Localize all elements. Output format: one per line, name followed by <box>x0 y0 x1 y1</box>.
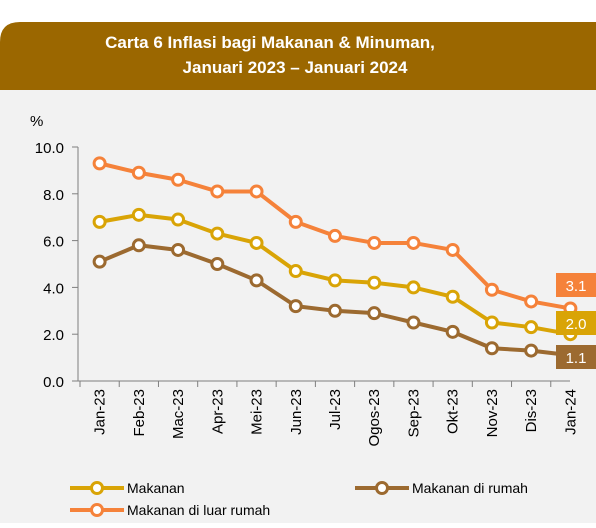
x-tick-label: Mei-23 <box>249 389 266 435</box>
chart-title: Carta 6 Inflasi bagi Makanan & Minuman, <box>105 33 435 52</box>
value-label-box <box>556 273 596 297</box>
point <box>92 214 107 229</box>
point <box>92 156 107 171</box>
point <box>131 207 146 222</box>
legend-label: Makanan di luar rumah <box>127 502 270 518</box>
point <box>328 303 342 318</box>
point <box>249 184 264 199</box>
x-tick-label: Sep-23 <box>405 389 422 437</box>
point <box>524 294 539 309</box>
legend-marker <box>90 481 104 495</box>
value-label: 1.1 <box>566 350 587 367</box>
point <box>288 214 303 229</box>
point <box>210 257 225 271</box>
point <box>171 242 186 257</box>
point <box>249 273 264 288</box>
value-label-box <box>556 311 596 335</box>
value-label: 3.1 <box>566 278 587 295</box>
point <box>484 341 499 356</box>
point <box>210 226 225 241</box>
legend-marker <box>375 481 389 495</box>
x-tick-label: Apr-23 <box>209 389 226 434</box>
point <box>171 172 186 187</box>
point <box>484 282 499 297</box>
point <box>367 306 382 321</box>
point <box>328 273 342 288</box>
x-tick-label: Jun-23 <box>288 389 305 435</box>
point <box>406 315 421 330</box>
x-tick-label: Mac-23 <box>170 389 187 439</box>
point <box>367 235 382 250</box>
point <box>445 324 460 339</box>
point <box>406 280 421 295</box>
point <box>484 315 499 330</box>
x-tick-label: Jul-23 <box>327 389 344 430</box>
x-tick-label: Okt-23 <box>445 389 462 434</box>
header-bar <box>0 22 596 90</box>
chart-title: Januari 2023 – Januari 2024 <box>183 58 408 77</box>
x-tick-label: Nov-23 <box>484 389 501 437</box>
y-tick-label: 10.0 <box>35 140 64 157</box>
y-tick-label: 2.0 <box>43 327 64 344</box>
y-tick-label: 6.0 <box>43 234 64 251</box>
x-tick-label: Feb-23 <box>131 389 148 437</box>
point <box>249 235 264 250</box>
point <box>92 254 107 269</box>
point <box>210 184 225 199</box>
y-tick-label: 4.0 <box>43 280 64 297</box>
point <box>171 212 186 227</box>
x-tick-label: Jan-23 <box>92 389 109 435</box>
y-tick-label: 8.0 <box>43 187 64 204</box>
legend-label: Makanan <box>127 480 185 496</box>
point <box>445 242 460 257</box>
point <box>131 238 146 253</box>
value-label-box <box>556 345 596 369</box>
x-tick-label: Jan-24 <box>562 389 579 435</box>
point <box>524 320 539 335</box>
value-label: 2.0 <box>566 316 587 333</box>
y-tick-label: 0.0 <box>43 374 64 391</box>
point <box>328 228 342 243</box>
point <box>288 299 303 314</box>
point <box>288 264 303 279</box>
y-axis-label: % <box>30 113 43 130</box>
point <box>131 165 146 180</box>
legend-label: Makanan di rumah <box>412 480 528 496</box>
point <box>445 289 460 304</box>
legend-marker <box>90 503 104 517</box>
x-tick-label: Dis-23 <box>523 389 540 432</box>
x-tick-label: Ogos-23 <box>366 389 383 447</box>
point <box>406 235 421 250</box>
point <box>367 275 382 290</box>
point <box>524 343 539 358</box>
